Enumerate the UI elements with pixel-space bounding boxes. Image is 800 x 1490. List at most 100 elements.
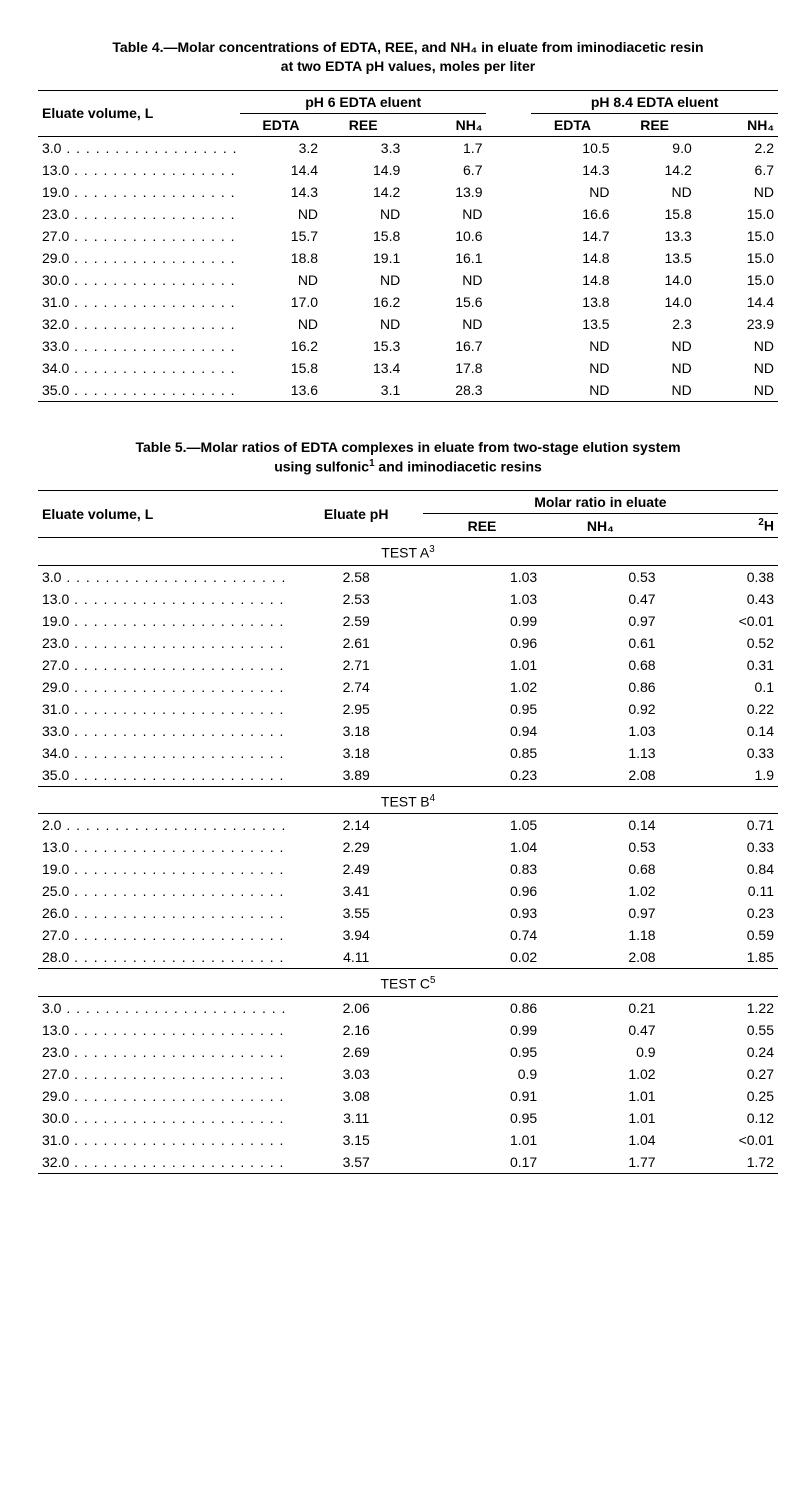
table-row: 28.04.110.022.081.85	[38, 946, 778, 969]
table-row: 34.03.180.851.130.33	[38, 742, 778, 764]
t5-r1: 0.53	[541, 836, 659, 858]
t5-r2: 0.59	[660, 924, 778, 946]
table-row: 33.016.215.316.7NDNDND	[38, 335, 778, 357]
t4-b2: ND	[696, 335, 778, 357]
t5-vol: 27.0	[38, 1063, 290, 1085]
t5-vol: 32.0	[38, 1151, 290, 1174]
t5-vol: 13.0	[38, 836, 290, 858]
t4-b0: ND	[531, 335, 613, 357]
table-row: 35.03.890.232.081.9	[38, 764, 778, 787]
t4-vol: 31.0	[38, 291, 240, 313]
table-row: 3.03.23.31.710.59.02.2	[38, 136, 778, 159]
t5-r2: 1.85	[660, 946, 778, 969]
t4-vol: 32.0	[38, 313, 240, 335]
t4-b2: 15.0	[696, 247, 778, 269]
t5-r2: 0.52	[660, 632, 778, 654]
t4-a0: ND	[240, 203, 322, 225]
t5-ph: 3.08	[290, 1085, 423, 1107]
t5-r1: 0.47	[541, 1019, 659, 1041]
table5-title-line2b: and iminodiacetic resins	[375, 458, 542, 474]
t5-vol: 31.0	[38, 1129, 290, 1151]
t4-a1: ND	[322, 203, 404, 225]
t5-r2: 0.22	[660, 698, 778, 720]
table4-title-line2: at two EDTA pH values, moles per liter	[281, 58, 535, 74]
t5-r1: 1.02	[541, 1063, 659, 1085]
t5-r0: 0.95	[423, 1041, 541, 1063]
t5-ph: 2.06	[290, 996, 423, 1019]
t5-ph: 2.95	[290, 698, 423, 720]
t4-b0: 13.5	[531, 313, 613, 335]
t5-r2: <0.01	[660, 610, 778, 632]
t5-ph: 3.18	[290, 720, 423, 742]
t5-section-label: TEST B4	[38, 786, 778, 814]
t4-a0: 13.6	[240, 379, 322, 402]
t4-a0: 14.4	[240, 159, 322, 181]
t5-r2: 1.22	[660, 996, 778, 1019]
t5-r1: 0.92	[541, 698, 659, 720]
t5-r1: 0.14	[541, 814, 659, 837]
table-row: 23.02.690.950.90.24	[38, 1041, 778, 1063]
t5-r0: 1.05	[423, 814, 541, 837]
t5-r0: 0.95	[423, 1107, 541, 1129]
t4-b1: ND	[614, 379, 696, 402]
t5-r1: 0.9	[541, 1041, 659, 1063]
t4-b0: 14.7	[531, 225, 613, 247]
t5-vol: 23.0	[38, 632, 290, 654]
t5-col-ph: Eluate pH	[290, 491, 423, 538]
t5-vol: 13.0	[38, 588, 290, 610]
t4-b1: 2.3	[614, 313, 696, 335]
table-row: 23.0NDNDND16.615.815.0	[38, 203, 778, 225]
t5-section-header: TEST B4	[38, 786, 778, 814]
t4-a2: 6.7	[404, 159, 486, 181]
t5-vol: 31.0	[38, 698, 290, 720]
t5-col-ree: REE	[423, 514, 541, 538]
t4-gap	[486, 247, 531, 269]
t4-a1: 14.9	[322, 159, 404, 181]
t5-r0: 0.74	[423, 924, 541, 946]
t5-r1: 0.86	[541, 676, 659, 698]
t5-ph: 3.03	[290, 1063, 423, 1085]
t4-b1: 9.0	[614, 136, 696, 159]
t4-b2: 14.4	[696, 291, 778, 313]
t5-r0: 0.23	[423, 764, 541, 787]
t4-a2: 10.6	[404, 225, 486, 247]
t5-r1: 0.53	[541, 565, 659, 588]
table5-title: Table 5.—Molar ratios of EDTA complexes …	[38, 438, 778, 476]
t5-r0: 0.17	[423, 1151, 541, 1174]
table4: Eluate volume, L pH 6 EDTA eluent pH 8.4…	[38, 90, 778, 402]
t4-a2: ND	[404, 269, 486, 291]
t4-gap	[486, 90, 531, 136]
t4-b1: 13.5	[614, 247, 696, 269]
t5-r0: 0.99	[423, 610, 541, 632]
t4-gap	[486, 203, 531, 225]
t5-r1: 2.08	[541, 764, 659, 787]
t4-gap	[486, 225, 531, 247]
t4-a2: ND	[404, 313, 486, 335]
t4-a2: 16.7	[404, 335, 486, 357]
t5-ph: 2.14	[290, 814, 423, 837]
t5-r2: 0.23	[660, 902, 778, 924]
t4-b1: ND	[614, 357, 696, 379]
t5-vol: 33.0	[38, 720, 290, 742]
t5-ph: 3.57	[290, 1151, 423, 1174]
t4-b0: 14.8	[531, 269, 613, 291]
t5-r1: 1.18	[541, 924, 659, 946]
t5-r0: 1.01	[423, 1129, 541, 1151]
t4-b2: 15.0	[696, 269, 778, 291]
t5-r0: 1.01	[423, 654, 541, 676]
t5-r2: 0.33	[660, 836, 778, 858]
t4-vol: 30.0	[38, 269, 240, 291]
t5-r1: 0.47	[541, 588, 659, 610]
t4-b0: ND	[531, 181, 613, 203]
t5-ph: 3.55	[290, 902, 423, 924]
t4-a0: 16.2	[240, 335, 322, 357]
t5-r1: 1.13	[541, 742, 659, 764]
t5-r0: 0.91	[423, 1085, 541, 1107]
t5-r1: 1.77	[541, 1151, 659, 1174]
t5-ph: 2.71	[290, 654, 423, 676]
t5-ph: 4.11	[290, 946, 423, 969]
t4-a2: 15.6	[404, 291, 486, 313]
t5-ph: 3.41	[290, 880, 423, 902]
t4-a2: 28.3	[404, 379, 486, 402]
t5-section-label: TEST A3	[38, 537, 778, 565]
